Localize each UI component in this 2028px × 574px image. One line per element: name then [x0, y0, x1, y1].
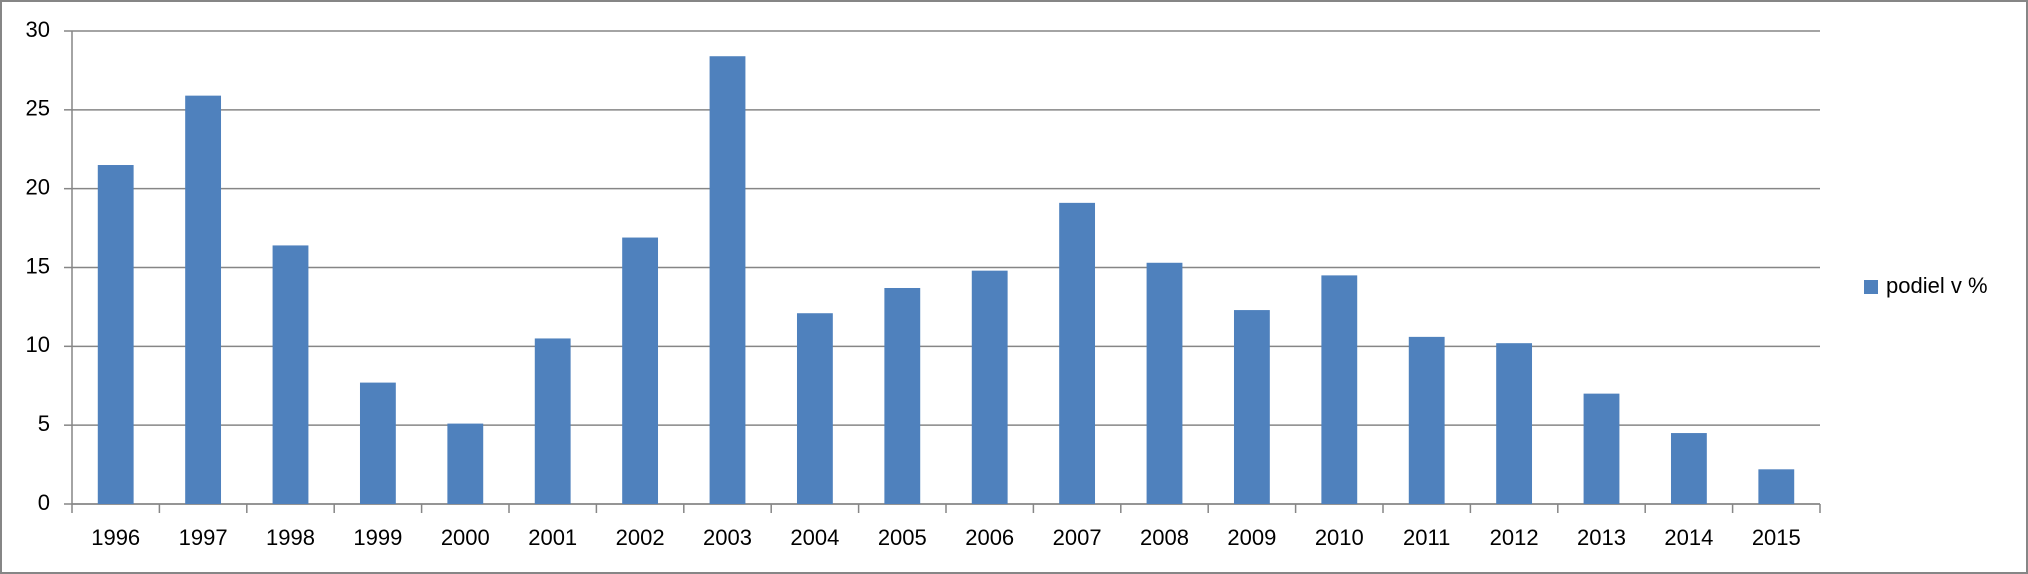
y-tick-label: 10 [26, 332, 50, 357]
bar [1670, 433, 1707, 504]
x-tick-label: 2002 [616, 525, 665, 550]
bar [1059, 202, 1096, 504]
x-tick-label: 2004 [790, 525, 839, 550]
bar [97, 165, 134, 504]
bar [185, 95, 222, 504]
bar [1321, 275, 1358, 504]
y-tick-label: 15 [26, 253, 50, 278]
x-tick-label: 2014 [1664, 525, 1713, 550]
x-tick-label: 2000 [441, 525, 490, 550]
bar [1583, 393, 1620, 504]
x-tick-label: 2011 [1403, 525, 1450, 550]
bar [359, 382, 396, 504]
legend-swatch [1864, 280, 1878, 294]
x-tick-label: 1998 [266, 525, 315, 550]
bar [971, 270, 1008, 504]
x-tick-label: 2007 [1053, 525, 1102, 550]
y-tick-label: 0 [38, 490, 50, 515]
y-tick-label: 20 [26, 174, 50, 199]
x-tick-label: 2010 [1315, 525, 1364, 550]
bar [534, 338, 571, 504]
x-tick-label: 2005 [878, 525, 927, 550]
x-tick-label: 1999 [353, 525, 402, 550]
x-tick-label: 2009 [1227, 525, 1276, 550]
x-tick-label: 2008 [1140, 525, 1189, 550]
bar [1496, 343, 1533, 504]
bar [1758, 469, 1795, 504]
x-tick-label: 2015 [1752, 525, 1801, 550]
legend-label: podiel v % [1886, 273, 1988, 298]
y-tick-label: 30 [26, 17, 50, 42]
bar [447, 423, 484, 504]
x-tick-label: 2003 [703, 525, 752, 550]
x-tick-label: 1997 [179, 525, 228, 550]
x-tick-label: 2001 [528, 525, 577, 550]
x-tick-label: 2006 [965, 525, 1014, 550]
x-tick-label: 2012 [1490, 525, 1539, 550]
y-tick-label: 25 [26, 96, 50, 121]
bar [272, 245, 309, 504]
bar [622, 237, 659, 504]
bar [709, 56, 746, 505]
bar [1146, 262, 1183, 504]
bar [1233, 310, 1270, 504]
x-tick-label: 2013 [1577, 525, 1626, 550]
bar [1408, 336, 1445, 504]
bar [884, 287, 921, 504]
y-tick-label: 5 [38, 411, 50, 436]
bar [796, 313, 833, 504]
x-tick-label: 1996 [91, 525, 140, 550]
